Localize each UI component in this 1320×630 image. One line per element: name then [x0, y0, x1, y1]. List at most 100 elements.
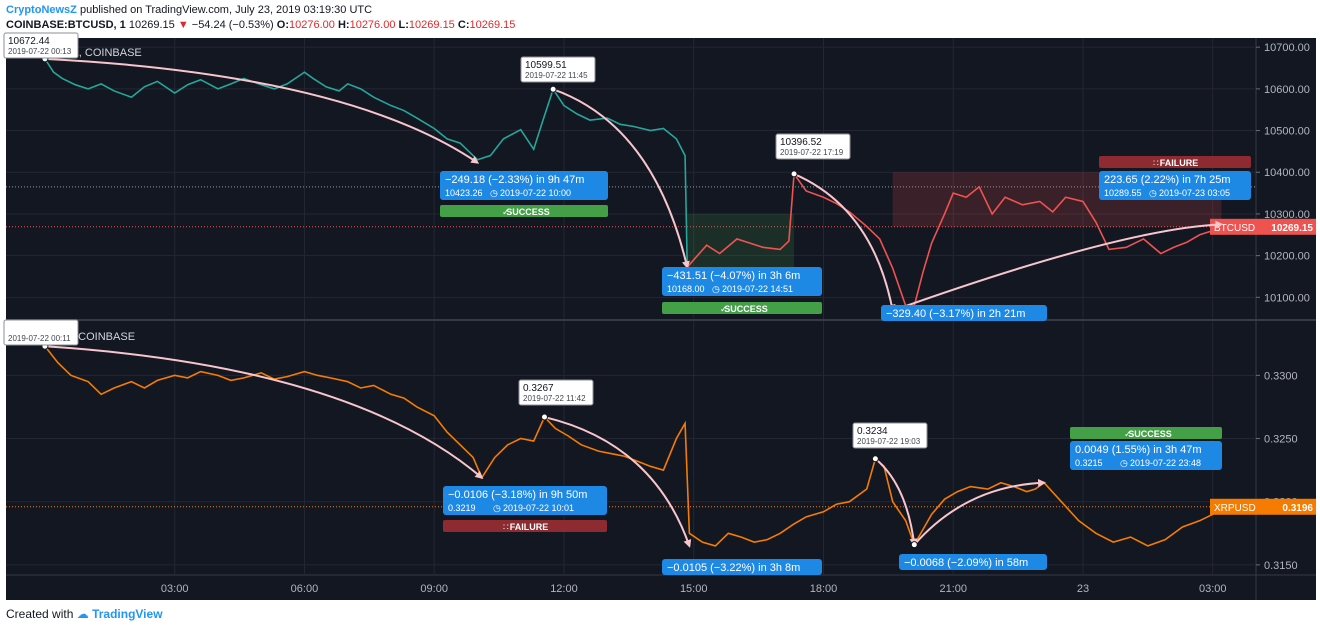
btcusd-point — [706, 244, 708, 246]
xrpusd-point — [676, 438, 678, 440]
xrpusd-point — [217, 375, 219, 377]
change-date: 2019-07-22 10:01 — [503, 503, 574, 513]
btcusd-point — [187, 84, 189, 86]
time-tick-label: 23 — [1077, 583, 1089, 595]
projection-arrow — [544, 416, 692, 548]
xrpusd-point — [87, 381, 89, 383]
time-tick-label: 15:00 — [680, 583, 708, 595]
xrp-current-tag-value: 0.3196 — [1282, 503, 1313, 514]
success-zone — [687, 213, 795, 269]
xrpusd-point — [520, 438, 522, 440]
change-text: 0.0049 (1.55%) in 3h 47m — [1075, 444, 1202, 456]
sad-face-icon: ∷ — [1153, 158, 1159, 168]
xrpusd-point — [866, 488, 868, 490]
btcusd-point — [390, 105, 392, 107]
xrpusd-point — [598, 450, 600, 452]
btcusd-point — [978, 186, 980, 188]
btcusd-point — [74, 84, 76, 86]
high-value: 10276.00 — [349, 19, 396, 31]
time-axis-bg — [6, 575, 1256, 600]
xrpusd-point — [702, 541, 704, 543]
projection-arrow — [892, 220, 1224, 312]
price-charts[interactable]: 03:00 06:00 09:00 12:00 15:00 18:00 21:00 23 03:… — [0, 0, 1320, 605]
btc-price-tick-label: 10300.00 — [1264, 209, 1310, 221]
btcusd-point — [100, 83, 102, 85]
btcusd-line-down — [686, 171, 1222, 307]
btcusd-point — [144, 86, 146, 88]
xrpusd-point — [944, 498, 946, 500]
time-tick-label: 03:00 — [1199, 583, 1227, 595]
btcusd-point — [87, 88, 89, 90]
xrpusd-point — [317, 375, 319, 377]
footer: Created with ☁ TradingView — [6, 607, 163, 621]
xrpusd-point — [131, 381, 133, 383]
xrpusd-point — [987, 488, 989, 490]
btcusd-point — [1173, 246, 1175, 248]
xrpusd-point — [823, 511, 825, 513]
btcusd-point — [1039, 201, 1041, 203]
change-box — [1070, 441, 1222, 470]
peak-price: 10672.44 — [8, 36, 50, 47]
xrpusd-point — [459, 444, 461, 446]
change-text: 223.65 (2.22%) in 7h 25m — [1104, 174, 1231, 186]
btc-price-tick-label: 10600.00 — [1264, 84, 1310, 96]
xrpusd-point — [957, 491, 959, 493]
xrpusd-point — [347, 381, 349, 383]
btc-price-axis-bg — [1256, 38, 1316, 319]
peak-label-box — [520, 56, 596, 83]
author-name[interactable]: CryptoNewsZ — [6, 4, 77, 16]
btcusd-point — [952, 192, 954, 194]
btc-price-tick-label: 10100.00 — [1264, 292, 1310, 304]
created-with-text: Created with — [6, 607, 74, 621]
change-date: 2019-07-22 14:51 — [722, 284, 793, 294]
btcusd-point — [53, 71, 55, 73]
btcusd-point — [866, 226, 868, 228]
btcusd-point — [836, 203, 838, 205]
peak-date: 2019-07-22 11:42 — [523, 394, 586, 403]
change-box — [899, 554, 1047, 570]
change-price: 0.3219 — [448, 503, 476, 513]
ohlc-line: COINBASE:BTCUSD, 1 10269.15 ▼ −54.24 (−0… — [6, 19, 515, 31]
btcusd-point — [1108, 249, 1110, 251]
btcusd-point — [157, 81, 159, 83]
xrp-current-tag-label: XRPUSD — [1214, 503, 1256, 514]
result-bar — [1099, 156, 1251, 168]
btcusd-point — [823, 196, 825, 198]
time-tick-label: 06:00 — [291, 583, 319, 595]
change-box — [440, 171, 608, 200]
xrpusd-point — [580, 444, 582, 446]
open-label: O: — [276, 19, 290, 31]
high-label: H: — [337, 19, 350, 31]
peak-date: 2019-07-22 00:13 — [8, 47, 72, 56]
success-badge: ✓SUCCESS — [1070, 427, 1222, 439]
xrp-price-tick-label: 0.3300 — [1264, 370, 1298, 382]
time-tick-label: 03:00 — [161, 583, 189, 595]
btcusd-point — [779, 249, 781, 251]
tradingview-link[interactable]: TradingView — [92, 607, 163, 621]
peak-price: 10396.52 — [780, 137, 822, 148]
change-annotation: 223.65 (2.22%) in 7h 25m 10289.55 ◷ 2019-07… — [1099, 171, 1251, 200]
btcusd-point — [805, 190, 807, 192]
change-price: 10168.00 — [667, 284, 705, 294]
down-arrow-icon: ▼ — [177, 19, 189, 31]
btcusd-point — [736, 238, 738, 240]
btcusd-point — [360, 88, 362, 90]
xrpusd-point — [922, 529, 924, 531]
check-icon: ✓ — [502, 207, 510, 217]
btcusd-point — [749, 242, 751, 244]
arrow-anchor-point — [549, 85, 557, 93]
xrpusd-point — [507, 444, 509, 446]
btcusd-point — [922, 272, 924, 274]
btcusd-point — [459, 142, 461, 144]
change-annotation: 0.0049 (1.55%) in 3h 47m 0.3215 ◷ 2019-07-2… — [1070, 441, 1222, 470]
btcusd-point — [1199, 234, 1201, 236]
xrpusd-point — [330, 377, 332, 379]
change-text: −0.0068 (−2.09%) in 58m — [904, 557, 1028, 569]
xrpusd-point — [1199, 520, 1201, 522]
failure-badge: ∷ FAILURE — [443, 520, 607, 532]
xrpusd-point — [1026, 491, 1028, 493]
result-bar — [1070, 427, 1222, 439]
